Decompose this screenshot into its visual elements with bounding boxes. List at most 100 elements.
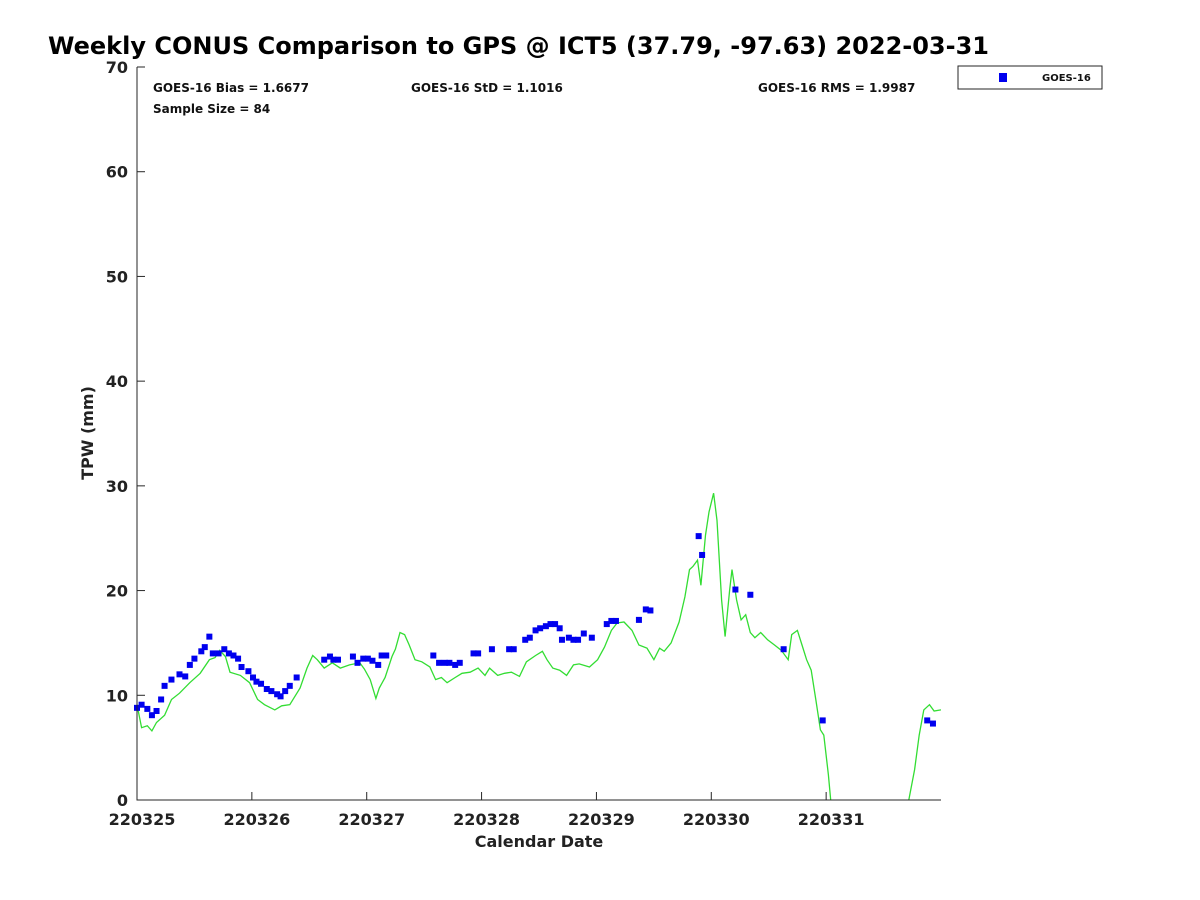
goes16-point [699,551,706,558]
goes16-point [556,625,563,632]
goes16-point [293,674,300,681]
goes16-point [144,705,151,712]
goes16-point [526,634,533,641]
goes16-point [436,659,443,666]
goes16-point [364,655,371,662]
goes16-point [565,634,572,641]
x-tick-label: 220326 [223,810,290,829]
y-tick-label: 40 [106,372,128,391]
goes16-point [647,607,654,614]
x-tick-label: 220328 [453,810,520,829]
x-tick-label: 220325 [109,810,176,829]
y-tick-label: 20 [106,582,128,601]
goes16-point [612,617,619,624]
goes16-point [161,682,168,689]
goes16-point [446,659,453,666]
goes16-point [510,646,517,653]
goes16-point [642,606,649,613]
legend: GOES-16 [957,65,1103,90]
goes16-point [206,633,213,640]
chart-title: Weekly CONUS Comparison to GPS @ ICT5 (3… [48,32,989,60]
goes16-point [924,717,931,724]
y-tick-label: 10 [106,686,128,705]
goes16-point [575,636,582,643]
goes16-point [182,673,189,680]
goes16-point [354,659,361,666]
goes16-point [230,652,237,659]
goes16-point [263,686,270,693]
legend-marker-goes16 [999,73,1007,82]
goes16-point [378,652,385,659]
goes16-point [250,674,257,681]
goes16-point [732,586,739,593]
bias-stat: GOES-16 Bias = 1.6677 [153,81,309,95]
goes-series [134,533,936,727]
goes16-point [215,650,222,657]
goes16-point [547,621,554,628]
rms-stat: GOES-16 RMS = 1.9987 [758,81,915,95]
x-tick-label: 220329 [568,810,635,829]
goes16-point [326,653,333,660]
goes16-point [780,646,787,653]
goes16-point [235,655,242,662]
goes16-point [238,664,245,671]
legend-label-goes16: GOES-16 [1042,73,1091,84]
goes16-point [603,621,610,628]
legend-box [957,65,1103,90]
x-axis-label: Calendar Date [475,832,604,851]
goes16-point [158,696,165,703]
goes16-point [245,668,252,675]
goes16-point [747,591,754,598]
goes16-point [375,661,382,668]
goes16-point [383,652,390,659]
goes16-point [330,656,337,663]
goes16-point [695,533,702,540]
goes16-point [369,657,376,664]
goes16-point [532,627,539,634]
sample-size-stat: Sample Size = 84 [153,102,270,116]
y-axis-ticks: 0 10 20 30 40 50 60 70 [106,58,145,810]
goes16-point [929,720,936,727]
goes16-point [191,655,198,662]
goes16-point [488,646,495,653]
goes16-point [537,625,544,632]
x-tick-label: 220327 [338,810,405,829]
goes16-point [268,688,275,695]
goes16-point [552,621,559,628]
x-axis-ticks: 220325 220326 220327 220328 220329 220330 2203… [109,792,865,829]
goes16-point [148,712,155,719]
x-tick-label: 220330 [683,810,750,829]
goes16-point [221,646,228,653]
goes16-point [258,680,265,687]
goes16-point [349,653,356,660]
goes16-point [225,650,232,657]
goes16-point [580,630,587,637]
goes16-point [335,656,341,663]
goes16-point [153,707,160,714]
goes16-point [452,661,459,668]
goes16-point [588,634,595,641]
std-stat: GOES-16 StD = 1.1016 [411,81,563,95]
goes16-point [186,661,193,668]
plot-area [134,67,941,801]
goes16-point [475,650,482,657]
goes16-point [441,659,448,666]
goes16-point [430,652,437,659]
y-tick-label: 70 [106,58,128,77]
goes16-point [277,693,284,700]
goes16-point [253,678,260,685]
goes16-point [635,616,642,623]
goes16-point [608,617,615,624]
goes16-point [274,691,281,698]
plot-background [137,67,941,800]
goes16-point [570,636,577,643]
y-tick-label: 60 [106,163,128,182]
gps-series [137,493,941,800]
x-tick-label: 220331 [798,810,865,829]
goes16-point [321,656,328,663]
goes16-point [522,636,529,643]
goes16-point [138,701,145,708]
goes16-point [360,655,367,662]
goes16-point [542,623,549,630]
